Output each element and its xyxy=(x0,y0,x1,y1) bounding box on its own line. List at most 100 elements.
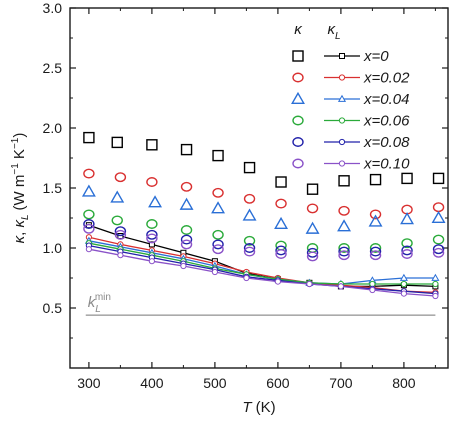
kappa-L-point xyxy=(432,280,439,288)
legend-label: x=0.08 xyxy=(363,134,410,151)
kappa-point xyxy=(306,251,319,262)
kappa-point xyxy=(212,239,224,250)
kappa-point xyxy=(148,195,163,208)
kappa-point xyxy=(369,209,382,220)
kappa-L-line xyxy=(88,236,436,294)
kappa-point xyxy=(146,139,158,151)
kappa-L-line xyxy=(88,248,436,297)
kappa-point xyxy=(243,161,256,174)
kappa-point xyxy=(401,172,413,185)
kappa-point xyxy=(306,183,319,195)
kappa-point xyxy=(212,149,224,162)
kappa-L-point xyxy=(399,273,408,281)
y-axis-symbol-kappa-L: κ xyxy=(11,219,28,228)
x-tick-label: 400 xyxy=(140,375,164,391)
legend-kappa-marker xyxy=(292,137,304,147)
kappa-min-label-sup: min xyxy=(95,292,111,303)
kappa-L-point xyxy=(369,286,376,294)
kappa-point xyxy=(401,249,413,259)
kappa-L-point xyxy=(431,273,440,281)
kappa-L-point xyxy=(180,262,187,270)
legend-item: x=0.06 xyxy=(292,113,410,130)
legend-kappa-L-marker xyxy=(338,138,346,146)
kappa-point xyxy=(369,173,382,186)
kappa-point xyxy=(146,229,158,240)
kappa-point xyxy=(83,219,95,229)
legend-label: x=0.02 xyxy=(363,70,410,87)
kappa-point xyxy=(146,177,158,187)
kappa-point xyxy=(212,229,224,240)
kappa-min-reference: kLmin xyxy=(85,292,436,317)
kappa-point xyxy=(432,234,445,245)
legend: κ κLx=0x=0.02x=0.04x=0.06x=0.08x=0.10 xyxy=(291,21,410,173)
kappa-L-point xyxy=(85,246,93,253)
legend-kappa-L-marker xyxy=(338,117,346,124)
legend-kappa-L-marker xyxy=(337,94,347,102)
kappa-L-point xyxy=(274,278,281,285)
y-tick-label: 3.0 xyxy=(43,0,63,16)
kappa-point xyxy=(146,233,158,244)
y-tick-label: 2.0 xyxy=(43,120,63,136)
kappa-point xyxy=(275,176,287,188)
kappa-L-line xyxy=(88,242,436,285)
series-x=0.10 xyxy=(83,223,445,300)
kappa-point xyxy=(368,214,383,227)
legend-kappa-L-marker xyxy=(339,53,345,59)
kappa-point xyxy=(114,172,127,183)
kappa-point xyxy=(275,245,287,256)
kappa-point xyxy=(275,198,287,209)
kappa-point xyxy=(212,187,224,198)
y-tick-label: 1.0 xyxy=(43,240,63,256)
kappa-point xyxy=(274,216,289,230)
kappa-point xyxy=(111,136,123,149)
kappa-L-point xyxy=(432,292,439,300)
kappa-point xyxy=(211,201,226,214)
legend-item: x=0.04 xyxy=(291,91,409,108)
legend-kappa-marker xyxy=(291,91,305,105)
y-axis-unit-part: K xyxy=(11,149,28,163)
kappa-point xyxy=(114,226,127,237)
kappa-point xyxy=(81,184,96,197)
kappa-point xyxy=(338,250,350,261)
legend-kappa-marker xyxy=(292,115,304,126)
kappa-point xyxy=(180,143,193,156)
kappa-L-point xyxy=(243,274,250,282)
legend-label: x=0.10 xyxy=(363,156,410,173)
kappa-point xyxy=(83,168,95,179)
kappa-L-point xyxy=(117,252,124,259)
kappa-min-label: kLmin xyxy=(88,292,111,315)
kappa-L-line xyxy=(88,244,436,295)
x-axis-symbol: T xyxy=(242,399,253,416)
kappa-point xyxy=(243,235,256,246)
y-axis-comma: , xyxy=(11,228,28,236)
kappa-point xyxy=(180,239,193,250)
kappa-point xyxy=(369,246,382,257)
y-tick-label: 1.5 xyxy=(43,180,63,196)
kappa-L-point xyxy=(337,283,344,290)
x-tick-label: 500 xyxy=(203,375,227,391)
kappa-point xyxy=(305,221,320,234)
y-axis-unit-sup: −1 xyxy=(10,137,21,149)
kappa-point xyxy=(83,223,95,234)
kappa-L-point xyxy=(148,241,155,248)
kappa-point xyxy=(432,244,445,255)
legend-label: x=0.06 xyxy=(363,113,410,130)
kappa-point xyxy=(306,203,319,214)
legend-item: x=0.02 xyxy=(292,70,410,87)
kappa-point xyxy=(110,190,125,203)
kappa-point xyxy=(114,229,127,240)
legend-header-kappa-L-sub: L xyxy=(335,31,341,42)
y-tick-label: 2.5 xyxy=(43,60,63,76)
kappa-min-label-base: k xyxy=(88,294,97,311)
kappa-point xyxy=(338,175,350,187)
x-tick-label: 600 xyxy=(266,375,290,391)
kappa-point xyxy=(431,210,446,224)
kappa-point xyxy=(179,197,194,210)
kappa-point xyxy=(212,244,224,255)
legend-label: x=0.04 xyxy=(363,91,409,108)
kappa-point xyxy=(338,243,350,253)
x-axis-unit: (K) xyxy=(256,399,276,416)
x-tick-label: 300 xyxy=(77,375,101,391)
kappa-point xyxy=(243,246,256,257)
